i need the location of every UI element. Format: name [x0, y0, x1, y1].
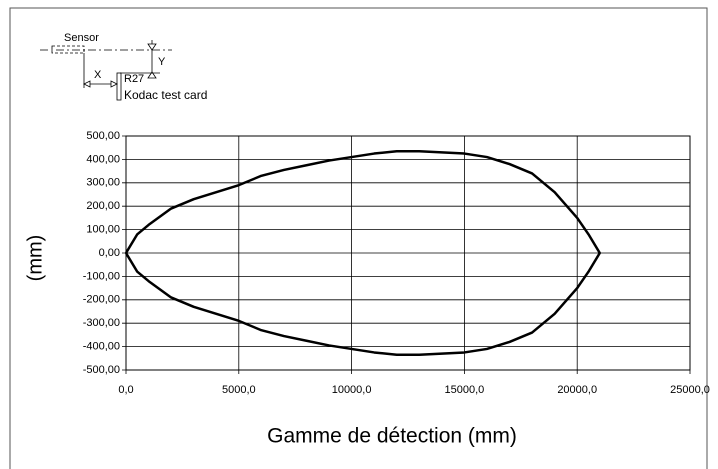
y-tick-label: 300,00	[86, 177, 120, 189]
y-tick-label: 100,00	[86, 224, 120, 236]
x-tick-label: 15000,0	[445, 384, 485, 396]
data-line	[124, 149, 602, 357]
y-tick-label: -100,00	[83, 270, 120, 282]
y-tick-label: -500,00	[83, 364, 120, 376]
y-tick-label: 400,00	[86, 153, 120, 165]
y-tick-label: -300,00	[83, 317, 120, 329]
x-tick-label: 10000,0	[332, 384, 372, 396]
y-tick-label: 0,00	[99, 247, 120, 259]
annotation: Y	[158, 56, 166, 68]
x-tick-label: 25000,0	[670, 384, 710, 396]
annotation: Kodac test card	[124, 88, 207, 102]
y-tick-label: -400,00	[83, 341, 120, 353]
frame	[9, 7, 708, 469]
x-tick-label: 0,0	[118, 384, 133, 396]
x-axis-label: Gamme de détection (mm)	[267, 425, 517, 448]
annotation: X	[94, 69, 102, 81]
x-tick-label: 5000,0	[222, 384, 256, 396]
annotation: R27	[124, 73, 144, 85]
x-tick-label: 20000,0	[557, 384, 597, 396]
annotation: Sensor	[64, 32, 99, 44]
y-axis-label: (mm)	[24, 235, 46, 282]
y-tick-label: -200,00	[83, 294, 120, 306]
y-tick-label: 500,00	[86, 130, 120, 142]
y-tick-label: 200,00	[86, 200, 120, 212]
setup-diagram	[40, 40, 172, 101]
